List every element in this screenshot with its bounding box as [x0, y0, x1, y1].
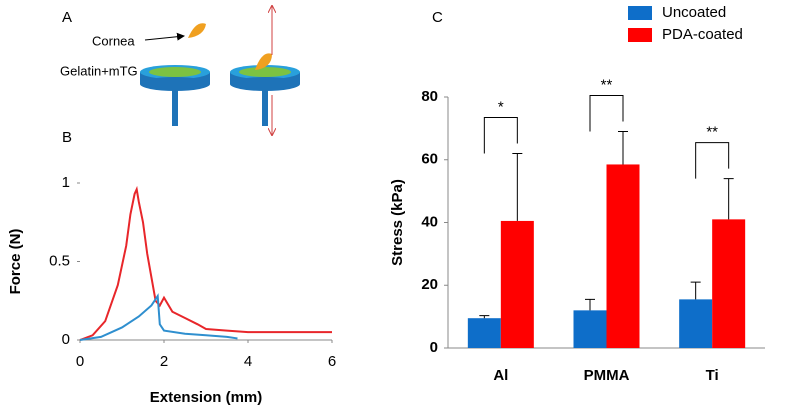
- x-tick-label: Al: [493, 367, 508, 384]
- x-tick-label: Ti: [706, 367, 719, 384]
- legend-label: PDA-coated: [662, 26, 743, 43]
- y-tick-label: 0: [430, 339, 438, 356]
- bar: [467, 318, 501, 348]
- error-bar: [723, 178, 734, 220]
- x-tick-label: 4: [244, 353, 252, 370]
- y-tick-label: 0.5: [49, 252, 70, 269]
- diagram: A Cornea Gelatin+mTG: [60, 6, 300, 135]
- x-tick-label: 0: [76, 353, 84, 370]
- cornea-label: Cornea: [92, 33, 135, 48]
- significance-label: **: [601, 76, 613, 93]
- bar: [573, 310, 607, 348]
- x-tick-label: 2: [160, 353, 168, 370]
- arrow: [144, 32, 185, 41]
- y-tick-label: 60: [421, 151, 438, 168]
- error-bar: [585, 298, 595, 311]
- y-tick-label: 20: [421, 276, 438, 293]
- bar: [500, 220, 534, 348]
- legend-swatch: [628, 28, 652, 42]
- panel-label: A: [62, 9, 72, 26]
- y-axis-label: Force (N): [7, 229, 24, 295]
- panel-label: B: [62, 129, 72, 146]
- holder: [140, 65, 210, 126]
- x-tick-label: 6: [328, 353, 336, 370]
- holder: [230, 53, 300, 126]
- x-tick-label: PMMA: [584, 367, 630, 384]
- line: [79, 293, 238, 341]
- y-axis-label: Stress (kPa): [389, 179, 406, 266]
- cornea-icon: [188, 23, 206, 38]
- legend-swatch: [628, 6, 652, 20]
- bar: [712, 219, 746, 348]
- substrate-label: Gelatin+mTG: [60, 63, 138, 78]
- error-bar: [690, 281, 701, 300]
- line: [79, 185, 332, 341]
- error-bar: [512, 152, 523, 221]
- y-tick-label: 1: [62, 174, 70, 191]
- y-tick-label: 0: [62, 331, 70, 348]
- y-tick-label: 80: [421, 88, 438, 105]
- bar: [606, 164, 640, 348]
- significance-bracket: [483, 116, 518, 154]
- significance-label: **: [706, 124, 718, 141]
- significance-bracket: [695, 142, 730, 179]
- x-axis-label: Extension (mm): [150, 389, 263, 406]
- error-bar: [618, 131, 628, 165]
- significance-bracket: [589, 95, 624, 132]
- panel-label: C: [432, 9, 443, 26]
- significance-label: *: [498, 98, 504, 115]
- error-bar: [479, 315, 490, 319]
- legend-label: Uncoated: [662, 4, 726, 21]
- y-tick-label: 40: [421, 213, 438, 230]
- bar: [679, 299, 713, 348]
